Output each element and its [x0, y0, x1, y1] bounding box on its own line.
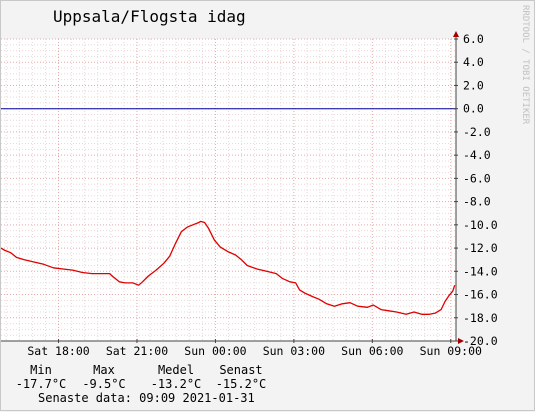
y-tick-label: -16.0 [463, 288, 498, 302]
stat-header: Max [93, 363, 115, 377]
y-tick-label: -6.0 [463, 171, 491, 185]
x-axis-arrow [458, 338, 464, 344]
grid-lines [1, 38, 456, 342]
axes [1, 31, 464, 344]
temperature-series-line [1, 220, 456, 315]
y-tick-label: -8.0 [463, 195, 491, 209]
y-tick-label: 6.0 [463, 32, 484, 46]
x-tick-label: Sat 21:00 [106, 344, 168, 358]
y-tick-label: -10.0 [463, 218, 498, 232]
y-tick-label: -2.0 [463, 125, 491, 139]
x-tick-label: Sun 06:00 [341, 344, 403, 358]
y-tick-label: -20.0 [463, 334, 498, 348]
x-tick-label: Sun 03:00 [263, 344, 325, 358]
x-tick-label: Sun 09:00 [420, 344, 482, 358]
y-tick-label: -12.0 [463, 241, 498, 255]
y-tick-label: -18.0 [463, 311, 498, 325]
rrdtool-watermark: RRDTOOL / TOBI OETIKER [520, 5, 530, 125]
stat-value: -17.7°C [15, 377, 67, 391]
x-tick-label: Sun 00:00 [184, 344, 246, 358]
last-update-text: Senaste data: 09:09 2021-01-31 [38, 391, 255, 405]
y-tick-label: 2.0 [463, 78, 484, 92]
y-tick-labels: 6.0 4.0 2.0 0.0 -2.0 -4.0 -6.0 -8.0 -10.0 -12.0 -1… [463, 32, 498, 348]
stat-header: Min [30, 363, 52, 377]
x-tick-labels: Sat 18:00 Sat 21:00 Sun 00:00 Sun 03:00 Sun … [27, 344, 482, 358]
series-layer [1, 220, 456, 315]
y-tick-label: -14.0 [463, 264, 498, 278]
y-tick-label: 4.0 [463, 55, 484, 69]
stat-header: Senast [219, 363, 263, 377]
chart-title: Uppsala/Flogsta idag [53, 7, 246, 26]
x-tick-label: Sat 18:00 [27, 344, 89, 358]
y-tick-label: 0.0 [463, 102, 484, 116]
stat-header: Medel [157, 363, 195, 377]
stat-value: -15.2°C [215, 377, 267, 391]
y-axis-arrow [453, 31, 459, 37]
stat-value: -9.5°C [82, 377, 126, 391]
y-tick-label: -4.0 [463, 148, 491, 162]
stat-value: -13.2°C [150, 377, 202, 391]
